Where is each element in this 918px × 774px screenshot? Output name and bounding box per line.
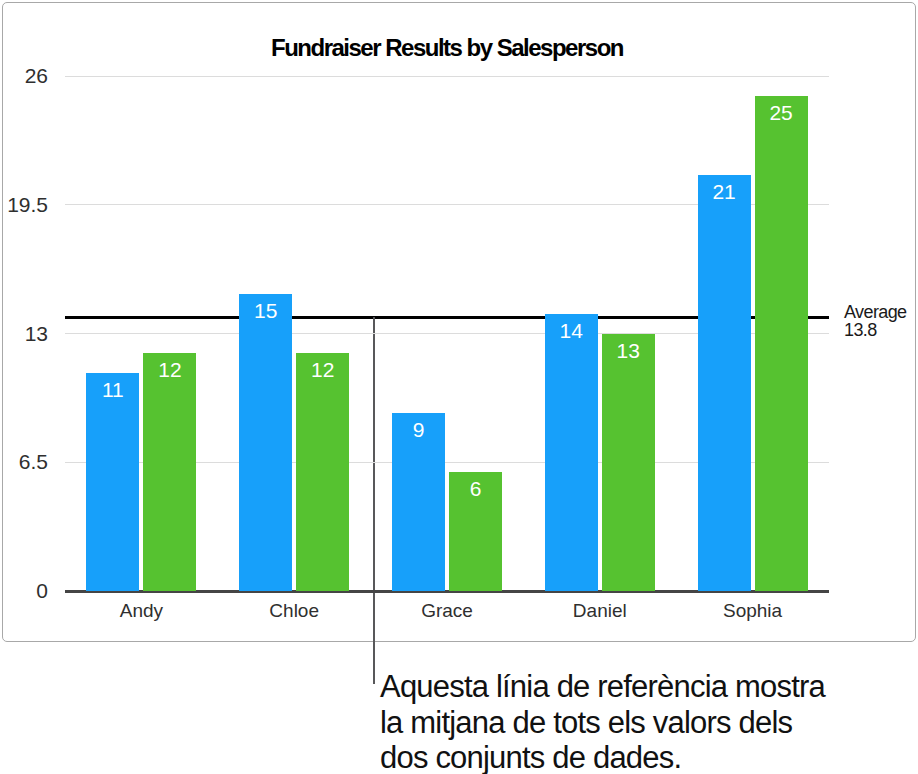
caption-text: Aquesta línia de referència mostra la mi… xyxy=(380,669,825,774)
caption-line-3: dos conjunts de dades. xyxy=(380,740,825,774)
callout-line xyxy=(373,317,375,684)
x-axis-category-label: Chloe xyxy=(224,600,364,622)
bar-series-green-chloe[interactable] xyxy=(296,353,349,591)
bar-value-label: 12 xyxy=(296,358,349,382)
caption-line-2: la mitjana de tots els valors dels xyxy=(380,705,825,741)
y-axis-tick-label: 26 xyxy=(0,64,48,88)
bar-value-label: 12 xyxy=(143,358,196,382)
page: Fundraiser Results by Salesperson Averag… xyxy=(0,0,918,774)
bar-value-label: 13 xyxy=(602,339,655,363)
bar-series-blue-andy[interactable] xyxy=(86,373,139,591)
y-axis-tick-label: 0 xyxy=(0,579,48,603)
bar-series-blue-daniel[interactable] xyxy=(545,314,598,591)
y-axis-tick-label: 19.5 xyxy=(0,193,48,217)
bar-value-label: 11 xyxy=(86,378,139,402)
y-axis-tick-label: 13 xyxy=(0,322,48,346)
average-label-value: 13.8 xyxy=(844,321,907,339)
y-axis-tick-label: 6.5 xyxy=(0,450,48,474)
bar-value-label: 9 xyxy=(392,418,445,442)
caption-line-1: Aquesta línia de referència mostra xyxy=(380,669,825,705)
bar-value-label: 21 xyxy=(698,180,751,204)
x-axis-category-label: Andy xyxy=(71,600,211,622)
bar-value-label: 15 xyxy=(239,299,292,323)
x-axis-category-label: Sophia xyxy=(683,600,823,622)
bar-series-blue-sophia[interactable] xyxy=(698,175,751,591)
x-axis-category-label: Daniel xyxy=(530,600,670,622)
average-label: Average 13.8 xyxy=(844,303,907,339)
gridline xyxy=(65,76,829,77)
chart-title: Fundraiser Results by Salesperson xyxy=(65,34,829,62)
bar-value-label: 14 xyxy=(545,319,598,343)
bar-value-label: 6 xyxy=(449,477,502,501)
bar-series-blue-chloe[interactable] xyxy=(239,294,292,591)
bar-series-green-andy[interactable] xyxy=(143,353,196,591)
x-axis-category-label: Grace xyxy=(377,600,517,622)
bar-value-label: 25 xyxy=(755,101,808,125)
bar-series-green-sophia[interactable] xyxy=(755,96,808,591)
bar-series-green-daniel[interactable] xyxy=(602,334,655,592)
average-label-text: Average xyxy=(844,303,907,321)
